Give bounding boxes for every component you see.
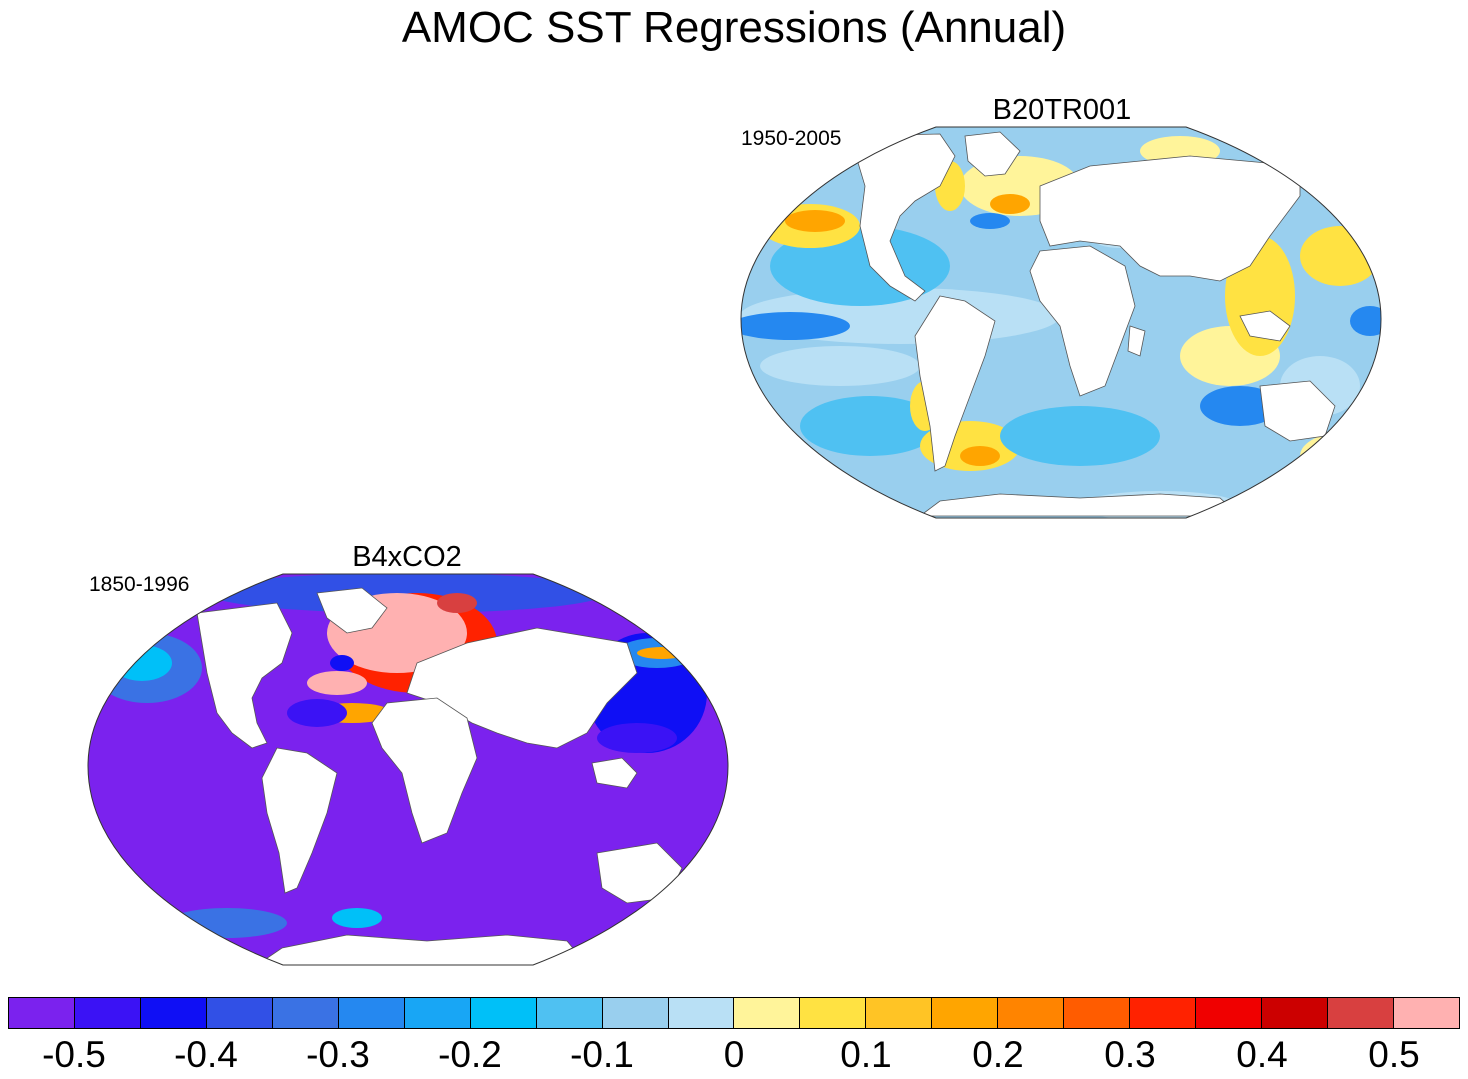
colorbar-swatch — [1262, 998, 1329, 1028]
colorbar-swatch — [734, 998, 801, 1028]
colorbar-swatch — [272, 998, 339, 1028]
colorbar-tick-label: 0.5 — [1368, 1034, 1420, 1075]
panel-title-b4xco2: B4xCO2 — [352, 541, 462, 573]
colorbar-swatch — [140, 998, 207, 1028]
colorbar-swatch — [74, 998, 141, 1028]
colorbar-swatch — [668, 998, 735, 1028]
colorbar-swatch — [9, 998, 75, 1028]
land-masses — [849, 131, 1336, 517]
colorbar-swatch — [866, 998, 933, 1028]
colorbar-swatch — [1130, 998, 1197, 1028]
panel-period-b20tr001: 1950-2005 — [741, 127, 842, 150]
colorbar-swatch — [800, 998, 867, 1028]
colorbar-swatch — [1328, 998, 1395, 1028]
map-b20tr001 — [740, 126, 1382, 519]
colorbar-tick-label: 0.4 — [1236, 1034, 1288, 1075]
colorbar-tick-label: 0.1 — [840, 1034, 892, 1075]
map-b4xco2 — [87, 573, 729, 966]
colorbar-tick-label: -0.5 — [42, 1034, 106, 1075]
colorbar-swatch — [602, 998, 669, 1028]
colorbar-swatch — [404, 998, 471, 1028]
colorbar-tick-label: -0.1 — [570, 1034, 634, 1075]
panel-period-b4xco2: 1850-1996 — [89, 573, 190, 596]
colorbar-swatch — [470, 998, 537, 1028]
colorbar-swatch — [1394, 998, 1459, 1028]
colorbar-swatch — [1064, 998, 1131, 1028]
colorbar — [8, 997, 1460, 1029]
colorbar-tick-label: -0.4 — [174, 1034, 238, 1075]
colorbar-tick-label: 0 — [723, 1034, 745, 1075]
panel-title-b20tr001: B20TR001 — [992, 94, 1132, 126]
colorbar-swatch — [206, 998, 273, 1028]
colorbar-tick-label: -0.2 — [438, 1034, 502, 1075]
land-masses — [196, 587, 683, 965]
map-border — [740, 126, 1382, 519]
sst-anomaly-patches — [741, 136, 1381, 518]
colorbar-swatch — [1196, 998, 1263, 1028]
figure-title: AMOC SST Regressions (Annual) — [401, 3, 1067, 52]
colorbar-swatch — [536, 998, 603, 1028]
colorbar-swatch — [998, 998, 1065, 1028]
colorbar-swatch — [932, 998, 999, 1028]
map-border — [87, 573, 729, 966]
colorbar-tick-label: 0.3 — [1104, 1034, 1156, 1075]
colorbar-tick-label: -0.3 — [306, 1034, 370, 1075]
colorbar-swatch — [338, 998, 405, 1028]
colorbar-tick-label: 0.2 — [972, 1034, 1024, 1075]
